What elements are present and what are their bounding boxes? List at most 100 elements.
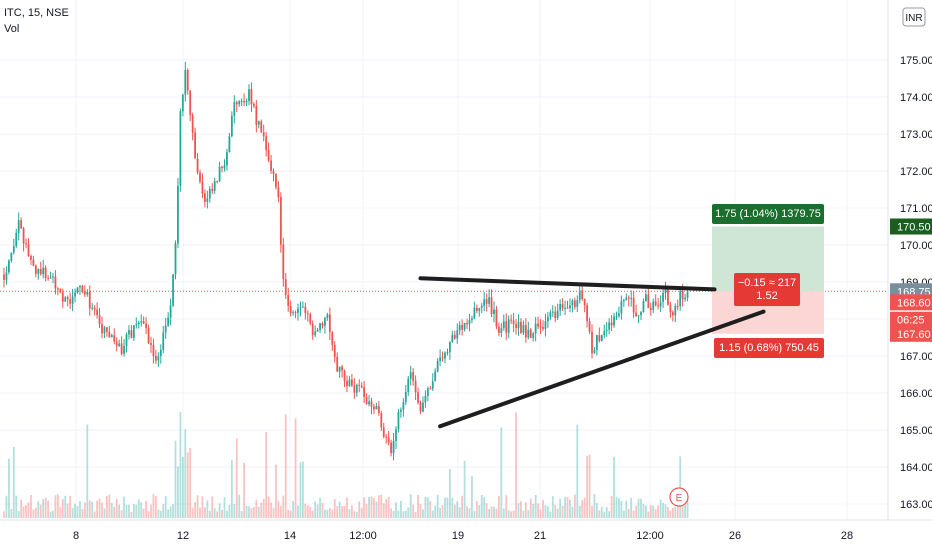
volume-bar (260, 502, 263, 518)
volume-bar (632, 510, 635, 518)
candle-body (69, 299, 72, 304)
volume-bar (402, 511, 405, 518)
volume-bar (483, 497, 486, 518)
candle-body (3, 274, 5, 280)
candle-body (147, 328, 150, 344)
candle-body (177, 185, 179, 244)
price-tick-label: 174.00 (900, 92, 932, 104)
volume-bar (547, 506, 549, 518)
volume-bar (321, 502, 324, 518)
candle-body (181, 94, 184, 112)
trendlines[interactable] (418, 276, 766, 429)
candle-body (618, 313, 620, 317)
volume-bar (8, 458, 10, 518)
candle-body (426, 388, 429, 396)
time-axis[interactable]: 8 12 14 12:00 19 21 12:00 26 28 (0, 519, 932, 542)
volume-bar (620, 500, 623, 518)
candle-body (189, 90, 192, 115)
volume-bar (475, 500, 478, 518)
volume-bar (444, 497, 446, 518)
candle-body (402, 402, 405, 410)
volume-bar (140, 502, 143, 518)
candle-body (676, 305, 679, 307)
time-tick-label: 14 (284, 530, 296, 542)
candle-body (216, 181, 219, 183)
candle-body (532, 333, 535, 338)
volume-bar (373, 498, 375, 518)
candle-body (316, 329, 319, 332)
volume-bar (551, 496, 554, 518)
candle-body (311, 323, 314, 336)
volume-bar (302, 461, 304, 518)
volume-bar (549, 511, 552, 518)
symbol-title[interactable]: ITC, 15, NSE (4, 7, 69, 19)
candle-body (407, 378, 410, 392)
volume-bar (186, 452, 189, 518)
volume-bar (466, 506, 468, 518)
volume-bar (537, 503, 539, 518)
candle-body (32, 259, 35, 266)
price-axis[interactable]: 175.00174.00173.00172.00171.00170.00169.… (887, 0, 932, 520)
volume-indicator-label[interactable]: Vol (4, 23, 20, 35)
volume-bar (385, 499, 388, 518)
volume-bar (453, 504, 456, 518)
volume-bar (608, 511, 611, 518)
candle-body (309, 314, 312, 324)
volume-bar (630, 497, 633, 518)
volume-bar (387, 496, 390, 518)
volume-bar (103, 508, 106, 518)
candle-body (397, 411, 400, 430)
volume-bar (155, 495, 157, 518)
candle-body (98, 315, 101, 325)
position-zones[interactable] (712, 226, 824, 334)
volume-bar (498, 495, 500, 518)
candle-body (108, 331, 111, 338)
price-axis-badge-text: 06:25 (897, 315, 925, 327)
candle-body (106, 327, 108, 332)
volume-bar (331, 509, 334, 518)
volume-bar (226, 510, 228, 518)
volume-bar (654, 509, 657, 518)
candle-body (61, 292, 64, 302)
volume-bar (128, 504, 130, 518)
volume-bar (287, 509, 290, 518)
volume-bar (422, 509, 424, 518)
candle-body (500, 328, 503, 333)
volume-bar (426, 497, 429, 518)
volume-bar (311, 510, 314, 518)
volume-bar (279, 505, 282, 518)
volume-bar (515, 412, 517, 518)
volume-bar (456, 501, 459, 518)
volume-bar (120, 510, 123, 518)
event-markers[interactable]: E (669, 487, 689, 507)
candle-body (321, 323, 324, 326)
candle-body (613, 316, 615, 326)
candle-body (348, 379, 351, 387)
volume-bar (569, 499, 571, 518)
time-tick-label: 26 (729, 530, 741, 542)
volume-bar (662, 502, 664, 518)
volume-bar (37, 501, 40, 518)
volume-bar (306, 505, 309, 518)
time-tick-label: 12 (177, 530, 189, 542)
candle-body (649, 307, 652, 310)
volume-bar (174, 440, 177, 518)
time-tick-label: 12:00 (636, 530, 664, 542)
volume-bar (382, 503, 385, 518)
candle-body (395, 429, 397, 441)
candle-body (184, 69, 187, 95)
candle-body (204, 193, 206, 202)
candle-body (49, 277, 52, 279)
candle-body (549, 312, 552, 318)
candle-body (605, 329, 608, 331)
volume-bar (147, 511, 150, 518)
candle-body (54, 276, 57, 289)
volume-bar (451, 497, 454, 518)
candle-body (439, 357, 441, 361)
volume-bar (79, 501, 81, 518)
candle-body (502, 321, 505, 329)
candle-body (515, 324, 517, 329)
volume-bar (588, 454, 591, 518)
candle-body (468, 319, 471, 325)
